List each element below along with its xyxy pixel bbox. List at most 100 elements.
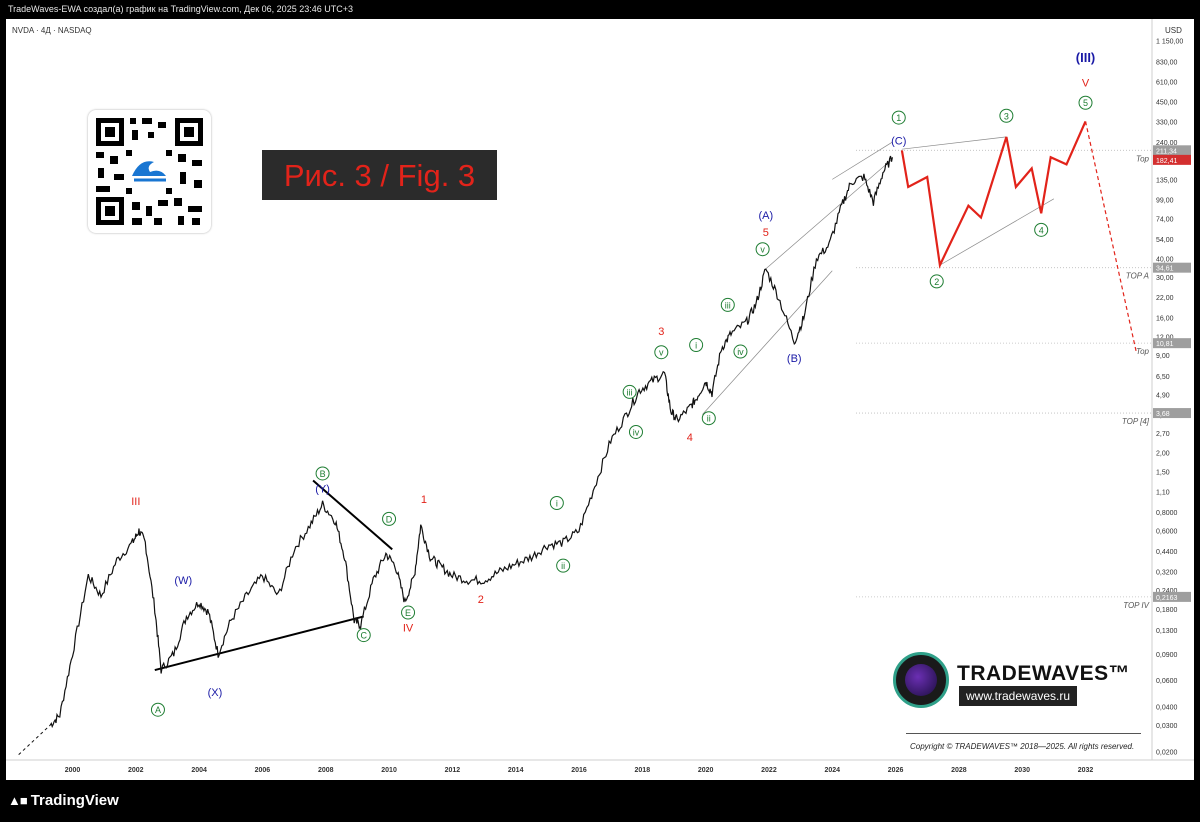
y-tick-label: 1,10 <box>1156 489 1170 496</box>
wave-label: 1 <box>421 494 427 506</box>
wave-label-text: i <box>556 498 558 508</box>
wave-label: (III) <box>1076 50 1096 65</box>
wave-label-circle <box>755 242 770 257</box>
brand-url[interactable]: www.tradewaves.ru <box>959 686 1078 706</box>
wave-label-text: 1 <box>896 113 901 123</box>
wave-label: E <box>401 605 416 620</box>
wave-label-text: 2 <box>934 277 939 287</box>
y-tick-label: 0,0900 <box>1156 652 1178 659</box>
tradingview-mark-icon: ▲■ <box>8 793 28 808</box>
x-tick-label: 2024 <box>824 767 840 774</box>
y-tick-label: 40,00 <box>1156 256 1174 263</box>
wave-label-text: ii <box>561 561 565 571</box>
wave-label: 5 <box>1078 95 1093 110</box>
wave-label-circle <box>654 345 669 360</box>
brand-name: TRADEWAVES™ <box>957 662 1131 685</box>
x-tick-label: 2002 <box>128 767 144 774</box>
y-tick-label: 330,00 <box>1156 119 1178 126</box>
wave-label-circle <box>622 384 637 399</box>
wave-label: (A) <box>758 210 773 222</box>
x-tick-label: 2004 <box>191 767 207 774</box>
wave-label-circle <box>1034 222 1049 237</box>
tradingview-logo-text: TradingView <box>30 792 119 809</box>
y-tick-label: 830,00 <box>1156 60 1178 67</box>
wave-label: iii <box>720 297 735 312</box>
wave-label-text: i <box>695 341 697 351</box>
wave-label: 2 <box>478 594 484 606</box>
wave-label: (X) <box>208 687 223 699</box>
wave-label: (C) <box>891 136 906 148</box>
wave-label-text: C <box>360 631 367 641</box>
channel-line <box>939 198 1055 266</box>
wave-label: (Y) <box>315 484 330 496</box>
brand-logo-icon <box>893 652 949 708</box>
y-tick-label: 16,00 <box>1156 316 1174 323</box>
trendline <box>312 479 393 551</box>
y-tick-label: 0,0200 <box>1156 749 1178 756</box>
wave-label-circle <box>733 344 748 359</box>
wave-label: IV <box>403 622 414 634</box>
channel-line <box>901 136 1007 150</box>
wave-label: 5 <box>763 227 769 239</box>
chart-svg[interactable]: Top TOP A Top TOP [4] TOP IV 1 150,00 830,00 61… <box>6 19 1194 780</box>
figure-label: Рис. 3 / Fig. 3 <box>262 150 497 200</box>
price-tag <box>1153 154 1191 165</box>
tradingview-logo[interactable]: ▲■ TradingView <box>8 792 119 809</box>
level-label: Top <box>1136 154 1150 163</box>
wave-label-text: B <box>320 469 326 479</box>
wave-label: 2 <box>929 274 944 289</box>
y-tick-label: 74,00 <box>1156 216 1174 223</box>
wave-label-circle <box>701 411 716 426</box>
wave-label-text: E <box>405 608 411 618</box>
price-tag-label: 3,68 <box>1156 411 1170 418</box>
wave-label: v <box>755 242 770 257</box>
wave-label: v <box>654 345 669 360</box>
wave-label-circle <box>382 511 397 526</box>
x-tick-label: 2020 <box>698 767 714 774</box>
price-tag <box>1153 338 1191 349</box>
y-tick-label: 12,00 <box>1156 334 1174 341</box>
price-tag-label: 34,61 <box>1156 266 1174 273</box>
wave-label: iv <box>733 344 748 359</box>
wave-label-text: iii <box>627 387 633 397</box>
currency-label: USD <box>1165 26 1182 35</box>
y-tick-label: 0,1300 <box>1156 628 1178 635</box>
channel-line <box>702 270 833 415</box>
x-tick-label: 2022 <box>761 767 777 774</box>
x-tick-label: 2016 <box>571 767 587 774</box>
x-tick-label: 2012 <box>445 767 461 774</box>
y-tick-label: 54,00 <box>1156 237 1174 244</box>
wave-label: B <box>315 466 330 481</box>
wave-label: (B) <box>787 353 802 365</box>
wave-label-text: v <box>659 348 664 358</box>
early-history-dashed-line <box>18 724 51 756</box>
y-tick-label: 610,00 <box>1156 80 1178 87</box>
wave-label: (W) <box>174 575 192 587</box>
y-tick-label: 240,00 <box>1156 140 1178 147</box>
x-tick-label: 2000 <box>65 767 81 774</box>
y-tick-label: 0,4400 <box>1156 549 1178 556</box>
y-tick-label: 0,8000 <box>1156 510 1178 517</box>
x-tick-label: 2026 <box>888 767 904 774</box>
wave-label: ii <box>556 558 571 573</box>
wave-label-text: v <box>760 245 765 255</box>
wave-label-text: 4 <box>1039 225 1044 235</box>
level-label: TOP IV <box>1123 601 1149 610</box>
forecast-decline-dashed <box>1084 121 1137 352</box>
x-tick-label: 2030 <box>1014 767 1030 774</box>
price-tag-label: 0,2163 <box>1156 595 1178 602</box>
y-tick-label: 2,00 <box>1156 451 1170 458</box>
wave-label-text: iv <box>633 427 640 437</box>
level-label: TOP [4] <box>1122 417 1150 426</box>
price-tag <box>1153 145 1191 156</box>
x-tick-label: 2006 <box>255 767 271 774</box>
qr-code-pattern <box>96 118 203 225</box>
wave-label: i <box>689 338 704 353</box>
wave-label-circle <box>929 274 944 289</box>
wave-label-text: ii <box>707 414 711 424</box>
forecast-path <box>900 120 1087 269</box>
y-tick-label: 0,1800 <box>1156 607 1178 614</box>
y-tick-label: 0,0300 <box>1156 723 1178 730</box>
wave-label-text: A <box>155 705 161 715</box>
wave-label: V <box>1082 78 1090 90</box>
